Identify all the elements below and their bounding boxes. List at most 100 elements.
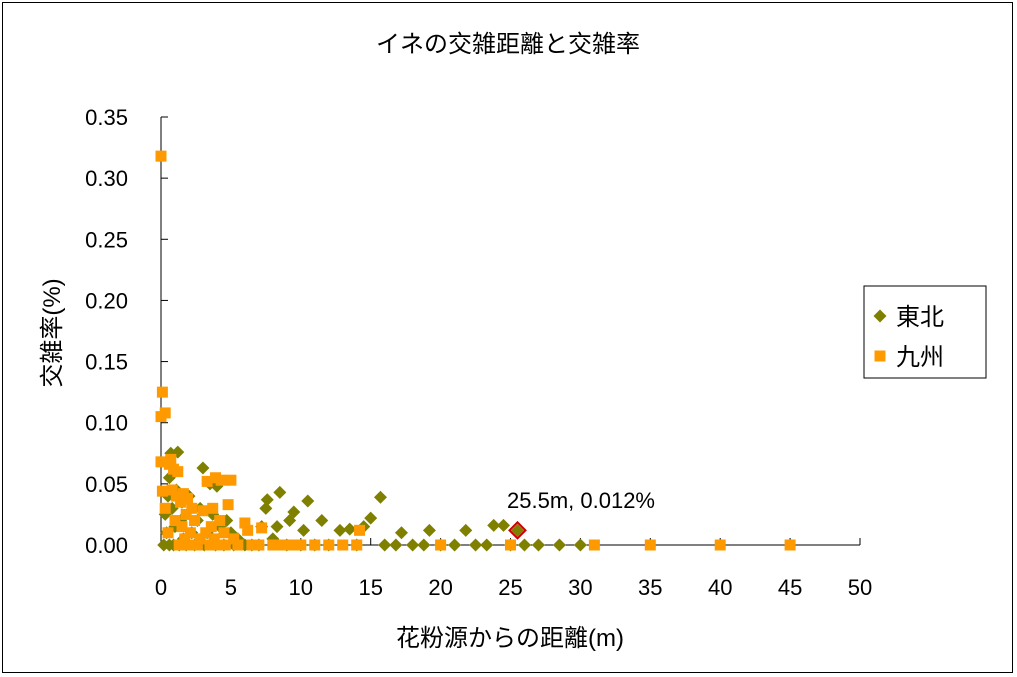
data-point (270, 520, 284, 534)
data-point (207, 502, 219, 514)
data-point (354, 524, 366, 536)
data-point (165, 453, 177, 465)
data-point (287, 505, 301, 519)
data-point (172, 466, 184, 478)
data-point (343, 522, 357, 536)
y-tick-label: 0.15 (85, 350, 128, 375)
legend-box (863, 285, 987, 379)
data-point (170, 490, 182, 502)
data-point (784, 539, 796, 551)
data-point (288, 539, 300, 551)
data-point (351, 539, 363, 551)
data-point (714, 539, 726, 551)
data-point (301, 494, 315, 508)
data-point (364, 511, 378, 525)
data-point (176, 521, 188, 533)
data-point (232, 539, 244, 551)
data-point (194, 533, 206, 545)
data-point (162, 527, 174, 539)
data-point (155, 456, 167, 468)
legend-label: 九州 (896, 344, 944, 371)
data-point (159, 407, 171, 419)
data-point (510, 523, 524, 537)
data-point (531, 538, 545, 552)
data-point (200, 527, 212, 539)
data-point (406, 538, 420, 552)
x-tick-label: 20 (428, 575, 452, 600)
data-point (166, 484, 178, 496)
data-point (394, 526, 408, 540)
data-point (183, 539, 195, 551)
data-point (333, 523, 347, 537)
data-point (505, 539, 516, 551)
x-tick-label: 50 (848, 575, 872, 600)
data-point (173, 539, 185, 551)
y-tick-label: 0.30 (85, 166, 128, 191)
data-point (469, 538, 483, 552)
x-axis-label: 花粉源からの距離(m) (396, 625, 624, 652)
data-point (337, 539, 349, 551)
data-point (201, 475, 213, 487)
y-tick-label: 0.25 (85, 227, 128, 252)
data-point (180, 508, 192, 520)
data-point (179, 533, 191, 545)
data-point (552, 538, 566, 552)
data-point (210, 472, 222, 484)
data-point (281, 539, 293, 551)
data-point (246, 539, 258, 551)
x-tick-label: 15 (358, 575, 382, 600)
axes (160, 117, 860, 546)
data-point (497, 518, 511, 532)
data-point (175, 496, 187, 508)
data-point (435, 539, 447, 551)
legend-marker (873, 309, 887, 323)
data-point (184, 527, 196, 539)
series-kyushu (155, 150, 796, 551)
data-point (378, 538, 392, 552)
data-point (158, 507, 172, 521)
data-point (215, 474, 227, 486)
y-tick-label: 0.00 (85, 533, 128, 558)
x-tick-label: 45 (778, 575, 802, 600)
chart-title: イネの交雑距離と交雑率 (376, 31, 640, 58)
y-axis-label: 交雑率(%) (39, 278, 66, 387)
x-tick-label: 5 (225, 575, 237, 600)
data-point (487, 518, 501, 532)
data-point (517, 538, 531, 552)
data-point (297, 523, 311, 537)
data-point (218, 527, 230, 539)
data-point (373, 490, 387, 504)
data-point (573, 538, 587, 552)
data-point (267, 539, 279, 551)
data-point (197, 505, 209, 517)
legend-marker (874, 350, 886, 362)
y-ticks: 0.00 0.05 0.10 0.15 0.20 0.25 0.30 0.35 (85, 105, 168, 558)
y-tick-label: 0.10 (85, 411, 128, 436)
data-point (156, 386, 168, 398)
x-tick-label: 30 (568, 575, 592, 600)
data-point (222, 499, 234, 511)
x-tick-label: 35 (638, 575, 662, 600)
data-point (225, 474, 237, 486)
legend-label: 東北 (896, 304, 944, 331)
point-annotation: 25.5m, 0.012% (507, 488, 655, 540)
x-tick-label: 25 (498, 575, 522, 600)
data-point (169, 515, 181, 527)
data-point (422, 523, 436, 537)
data-point (459, 523, 473, 537)
data-point (253, 539, 265, 551)
data-point (196, 461, 210, 475)
data-point (389, 538, 403, 552)
data-point (191, 539, 203, 551)
data-point (448, 538, 462, 552)
data-point (205, 521, 217, 533)
x-tick-label: 0 (155, 575, 167, 600)
y-tick-label: 0.20 (85, 288, 128, 313)
data-point (186, 502, 198, 514)
data-point (189, 515, 201, 527)
data-point (480, 538, 494, 552)
data-point (588, 539, 600, 551)
data-point (273, 485, 287, 499)
